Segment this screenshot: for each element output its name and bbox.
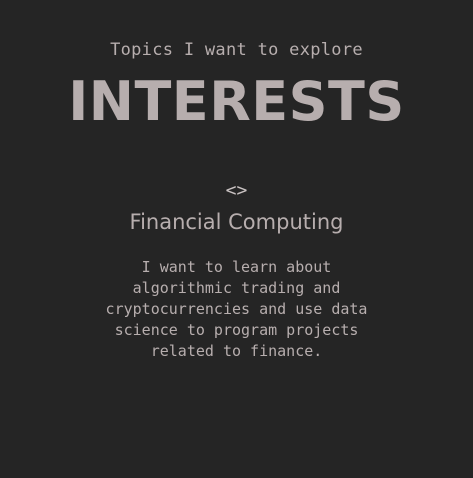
- interest-title: Financial Computing: [129, 210, 344, 234]
- code-icon: <>: [225, 180, 248, 201]
- section-title: INTERESTS: [68, 70, 405, 133]
- interest-description: I want to learn about algorithmic tradin…: [105, 258, 368, 360]
- section-subtitle: Topics I want to explore: [110, 40, 363, 60]
